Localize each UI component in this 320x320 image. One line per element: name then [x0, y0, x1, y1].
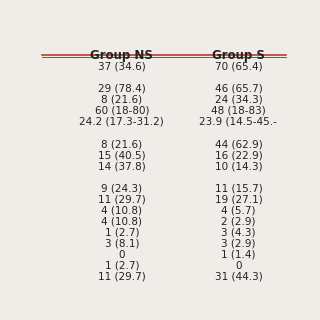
Text: 8 (21.6): 8 (21.6) — [101, 139, 142, 149]
Text: 44 (62.9): 44 (62.9) — [214, 139, 262, 149]
Text: 1 (1.4): 1 (1.4) — [221, 250, 256, 260]
Text: 23.9 (14.5-45.-: 23.9 (14.5-45.- — [199, 117, 277, 127]
Text: 3 (2.9): 3 (2.9) — [221, 238, 256, 249]
Text: 2 (2.9): 2 (2.9) — [221, 216, 256, 227]
Text: 3 (8.1): 3 (8.1) — [105, 238, 139, 249]
Text: 11 (29.7): 11 (29.7) — [98, 194, 146, 204]
Text: 0: 0 — [235, 261, 242, 271]
Text: Group S: Group S — [212, 49, 265, 62]
Text: 14 (37.8): 14 (37.8) — [98, 161, 146, 171]
Text: 9 (24.3): 9 (24.3) — [101, 183, 142, 193]
Text: 4 (10.8): 4 (10.8) — [101, 216, 142, 227]
Text: 60 (18-80): 60 (18-80) — [95, 106, 149, 116]
Text: 16 (22.9): 16 (22.9) — [214, 150, 262, 160]
Text: 70 (65.4): 70 (65.4) — [215, 62, 262, 72]
Text: 46 (65.7): 46 (65.7) — [214, 84, 262, 94]
Text: 3 (4.3): 3 (4.3) — [221, 228, 256, 237]
Text: 24 (34.3): 24 (34.3) — [214, 95, 262, 105]
Text: 48 (18-83): 48 (18-83) — [211, 106, 266, 116]
Text: 24.2 (17.3-31.2): 24.2 (17.3-31.2) — [79, 117, 164, 127]
Text: 4 (5.7): 4 (5.7) — [221, 205, 256, 215]
Text: 1 (2.7): 1 (2.7) — [105, 228, 139, 237]
Text: 37 (34.6): 37 (34.6) — [98, 62, 146, 72]
Text: 11 (29.7): 11 (29.7) — [98, 272, 146, 282]
Text: 8 (21.6): 8 (21.6) — [101, 95, 142, 105]
Text: 1 (2.7): 1 (2.7) — [105, 261, 139, 271]
Text: 19 (27.1): 19 (27.1) — [214, 194, 262, 204]
Text: 15 (40.5): 15 (40.5) — [98, 150, 146, 160]
Text: 31 (44.3): 31 (44.3) — [214, 272, 262, 282]
Text: 11 (15.7): 11 (15.7) — [214, 183, 262, 193]
Text: 29 (78.4): 29 (78.4) — [98, 84, 146, 94]
Text: Group NS: Group NS — [91, 49, 153, 62]
Text: 0: 0 — [119, 250, 125, 260]
Text: 4 (10.8): 4 (10.8) — [101, 205, 142, 215]
Text: 10 (14.3): 10 (14.3) — [215, 161, 262, 171]
